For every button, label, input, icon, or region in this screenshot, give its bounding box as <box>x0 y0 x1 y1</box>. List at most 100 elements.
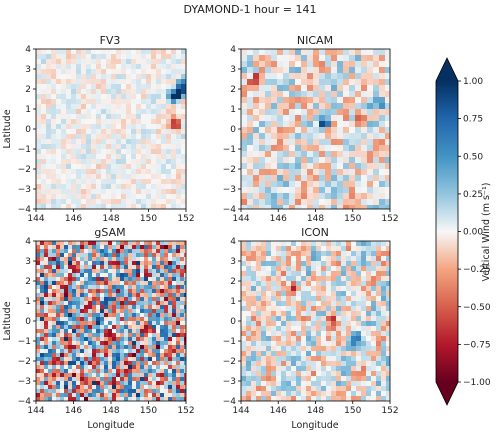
heatmap-cell <box>376 306 381 311</box>
heatmap-cell <box>181 174 186 179</box>
heatmap-cell <box>349 199 355 205</box>
heatmap-cell <box>301 256 306 261</box>
heatmap-cell <box>120 273 124 277</box>
heatmap-cell <box>76 281 80 285</box>
heatmap-cell <box>112 349 116 353</box>
heatmap-cell <box>121 139 126 144</box>
heatmap-cell <box>247 55 253 61</box>
heatmap-cell <box>96 119 101 124</box>
heatmap-cell <box>166 89 171 94</box>
heatmap-cell <box>120 297 124 301</box>
heatmap-cell <box>56 333 60 337</box>
heatmap-cell <box>381 391 386 396</box>
heatmap-cell <box>104 297 108 301</box>
heatmap-cell <box>289 49 295 55</box>
heatmap-cell <box>44 305 48 309</box>
heatmap-cell <box>36 273 40 277</box>
heatmap-cell <box>276 301 281 306</box>
heatmap-cell <box>291 311 296 316</box>
heatmap-cell <box>319 133 325 139</box>
heatmap-cell <box>247 133 253 139</box>
heatmap-cell <box>166 199 171 204</box>
heatmap-cell <box>283 67 289 73</box>
heatmap-cell <box>151 119 156 124</box>
heatmap-cell <box>351 306 356 311</box>
heatmap-cell <box>253 91 259 97</box>
heatmap-cell <box>156 313 160 317</box>
heatmap-cell <box>120 325 124 329</box>
heatmap-cell <box>152 301 156 305</box>
heatmap-cell <box>172 381 176 385</box>
heatmap-cell <box>106 169 111 174</box>
heatmap-cell <box>161 169 166 174</box>
heatmap-cell <box>92 241 96 245</box>
heatmap-cell <box>271 356 276 361</box>
heatmap-cell <box>91 144 96 149</box>
heatmap-cell <box>104 377 108 381</box>
heatmap-cell <box>160 289 164 293</box>
heatmap-cell <box>276 276 281 281</box>
heatmap-cell <box>101 204 106 209</box>
heatmap-cell <box>140 329 144 333</box>
heatmap-cell <box>166 164 171 169</box>
heatmap-cell <box>136 365 140 369</box>
heatmap-cell <box>88 269 92 273</box>
heatmap-cell <box>306 316 311 321</box>
heatmap-cell <box>251 356 256 361</box>
heatmap-cell <box>80 365 84 369</box>
heatmap-cell <box>68 329 72 333</box>
heatmap-cell <box>152 317 156 321</box>
heatmap-cell <box>76 169 81 174</box>
heatmap-cell <box>283 85 289 91</box>
heatmap-cell <box>337 121 343 127</box>
heatmap-cell <box>91 169 96 174</box>
heatmap-cell <box>151 199 156 204</box>
heatmap-cell <box>108 285 112 289</box>
heatmap-cell <box>104 301 108 305</box>
heatmap-cell <box>316 271 321 276</box>
heatmap-cell <box>76 329 80 333</box>
heatmap-cell <box>116 357 120 361</box>
heatmap-cell <box>106 94 111 99</box>
heatmap-cell <box>156 179 161 184</box>
heatmap-cell <box>156 69 161 74</box>
heatmap-cell <box>124 293 128 297</box>
heatmap-cell <box>355 49 361 55</box>
heatmap-cell <box>51 49 56 54</box>
heatmap-cell <box>251 276 256 281</box>
heatmap-cell <box>265 85 271 91</box>
heatmap-cell <box>88 309 92 313</box>
heatmap-cell <box>171 99 176 104</box>
heatmap-cell <box>161 174 166 179</box>
heatmap-cell <box>91 189 96 194</box>
heatmap-cell <box>112 249 116 253</box>
heatmap-cell <box>241 361 246 366</box>
heatmap-cell <box>36 159 41 164</box>
heatmap-cell <box>313 181 319 187</box>
heatmap-cell <box>265 115 271 121</box>
heatmap-cell <box>141 189 146 194</box>
heatmap-cell <box>168 293 172 297</box>
heatmap-cell <box>44 361 48 365</box>
heatmap-cell <box>151 89 156 94</box>
heatmap-cell <box>108 381 112 385</box>
heatmap-cell <box>337 199 343 205</box>
heatmap-cell <box>176 74 181 79</box>
heatmap-cell <box>51 154 56 159</box>
heatmap-cell <box>136 84 141 89</box>
heatmap-cell <box>106 184 111 189</box>
heatmap-cell <box>346 331 351 336</box>
heatmap-cell <box>341 266 346 271</box>
heatmap-cell <box>116 189 121 194</box>
heatmap-cell <box>64 389 68 393</box>
heatmap-cell <box>151 159 156 164</box>
heatmap-cell <box>166 139 171 144</box>
heatmap-cell <box>295 67 301 73</box>
heatmap-cell <box>64 337 68 341</box>
heatmap-cell <box>367 97 373 103</box>
heatmap-cell <box>51 79 56 84</box>
x-tick-label: 152 <box>381 406 398 416</box>
heatmap-cell <box>96 281 100 285</box>
heatmap-cell <box>265 127 271 133</box>
heatmap-cell <box>140 313 144 317</box>
